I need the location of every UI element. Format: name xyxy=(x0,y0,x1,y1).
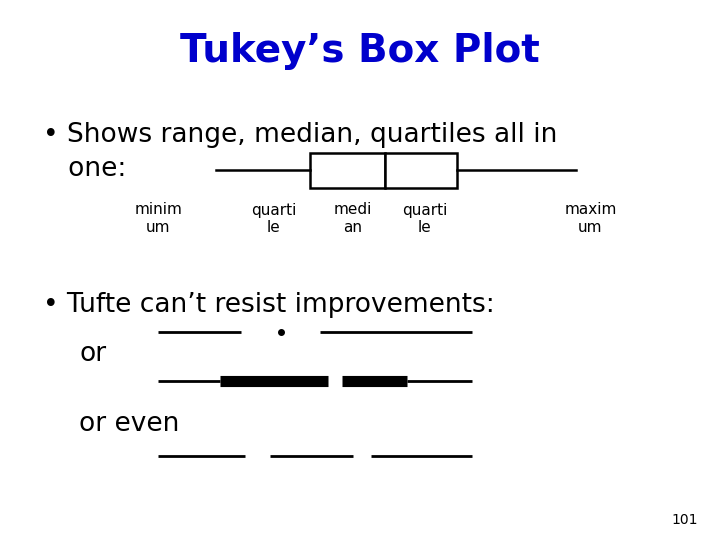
Text: or even: or even xyxy=(79,411,179,437)
Text: or: or xyxy=(79,341,107,367)
Text: quarti
le: quarti le xyxy=(402,202,448,235)
Text: • Shows range, median, quartiles all in
   one:: • Shows range, median, quartiles all in … xyxy=(43,122,557,181)
Text: Tukey’s Box Plot: Tukey’s Box Plot xyxy=(180,32,540,70)
Text: • Tufte can’t resist improvements:: • Tufte can’t resist improvements: xyxy=(43,292,495,318)
Text: medi
an: medi an xyxy=(333,202,372,235)
Text: maxim
um: maxim um xyxy=(564,202,616,235)
Text: minim
um: minim um xyxy=(135,202,182,235)
Text: quarti
le: quarti le xyxy=(251,202,297,235)
Bar xyxy=(310,152,385,187)
Text: 101: 101 xyxy=(672,512,698,526)
Bar xyxy=(385,152,457,187)
